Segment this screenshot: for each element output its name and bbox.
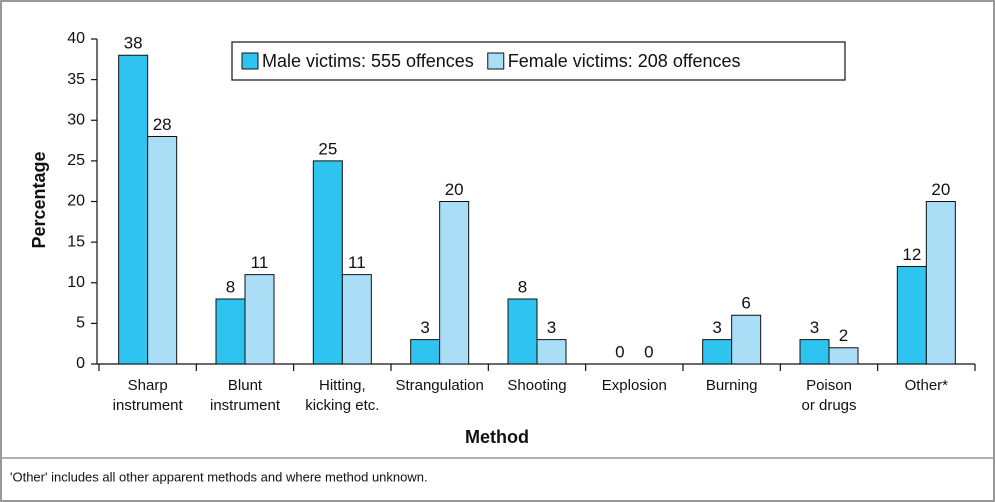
bar <box>410 339 441 365</box>
x-tick-label: instrument <box>210 397 281 414</box>
x-tick-label: instrument <box>113 397 184 414</box>
y-tick-label: 40 <box>67 30 85 47</box>
x-tick-label: Explosion <box>602 377 667 394</box>
legend-box <box>231 41 846 81</box>
bar <box>925 201 956 365</box>
value-label: 6 <box>741 294 750 313</box>
value-label: 3 <box>547 318 556 337</box>
x-tick-label: or drugs <box>801 397 856 414</box>
bar <box>439 201 470 365</box>
value-label: 12 <box>902 245 921 264</box>
y-tick-label: 10 <box>67 274 85 291</box>
footnote: 'Other' includes all other apparent meth… <box>10 469 428 484</box>
value-label: 3 <box>810 318 819 337</box>
bar <box>896 266 927 365</box>
bar <box>118 54 149 365</box>
value-label: 3 <box>420 318 429 337</box>
value-label: 0 <box>615 342 624 361</box>
value-label: 2 <box>839 326 848 345</box>
legend-label: Female victims: 208 offences <box>508 51 741 71</box>
x-tick-label: Shooting <box>507 377 566 394</box>
value-label: 0 <box>644 342 653 361</box>
bar <box>147 136 178 365</box>
x-tick-label: Hitting, <box>319 377 366 394</box>
legend-swatch <box>241 52 259 70</box>
bar <box>507 298 538 365</box>
x-tick-label: Poison <box>806 377 852 394</box>
bar <box>215 298 246 365</box>
value-label: 25 <box>318 139 337 158</box>
value-label: 20 <box>931 180 950 199</box>
y-tick-label: 20 <box>67 193 85 210</box>
bar <box>702 339 733 365</box>
y-tick-label: 5 <box>76 315 85 332</box>
value-label: 8 <box>226 277 235 296</box>
y-tick-label: 25 <box>67 152 85 169</box>
y-axis-label: Percentage <box>29 151 49 248</box>
y-tick-label: 0 <box>76 355 85 372</box>
value-label: 11 <box>348 253 366 272</box>
x-tick-label: kicking etc. <box>305 397 379 414</box>
x-tick-label: Blunt <box>228 377 263 394</box>
bar <box>312 160 343 365</box>
legend-label: Male victims: 555 offences <box>262 51 474 71</box>
value-label: 28 <box>153 115 172 134</box>
bar <box>828 347 859 365</box>
x-tick-label: Other* <box>905 377 949 394</box>
y-tick-label: 30 <box>67 111 85 128</box>
y-tick-label: 15 <box>67 233 85 250</box>
x-axis-label: Method <box>465 427 529 447</box>
bar <box>341 274 372 365</box>
x-tick-label: Sharp <box>128 377 168 394</box>
value-label: 8 <box>518 277 527 296</box>
value-label: 11 <box>251 253 269 272</box>
value-label: 20 <box>445 180 464 199</box>
value-label: 3 <box>712 318 721 337</box>
bar <box>799 339 830 365</box>
bar <box>536 339 567 365</box>
legend-swatch <box>487 52 505 70</box>
y-tick-label: 35 <box>67 71 85 88</box>
x-tick-label: Burning <box>706 377 758 394</box>
bar <box>731 314 762 365</box>
x-tick-label: Strangulation <box>395 377 483 394</box>
bar <box>244 274 275 365</box>
value-label: 38 <box>124 34 143 53</box>
